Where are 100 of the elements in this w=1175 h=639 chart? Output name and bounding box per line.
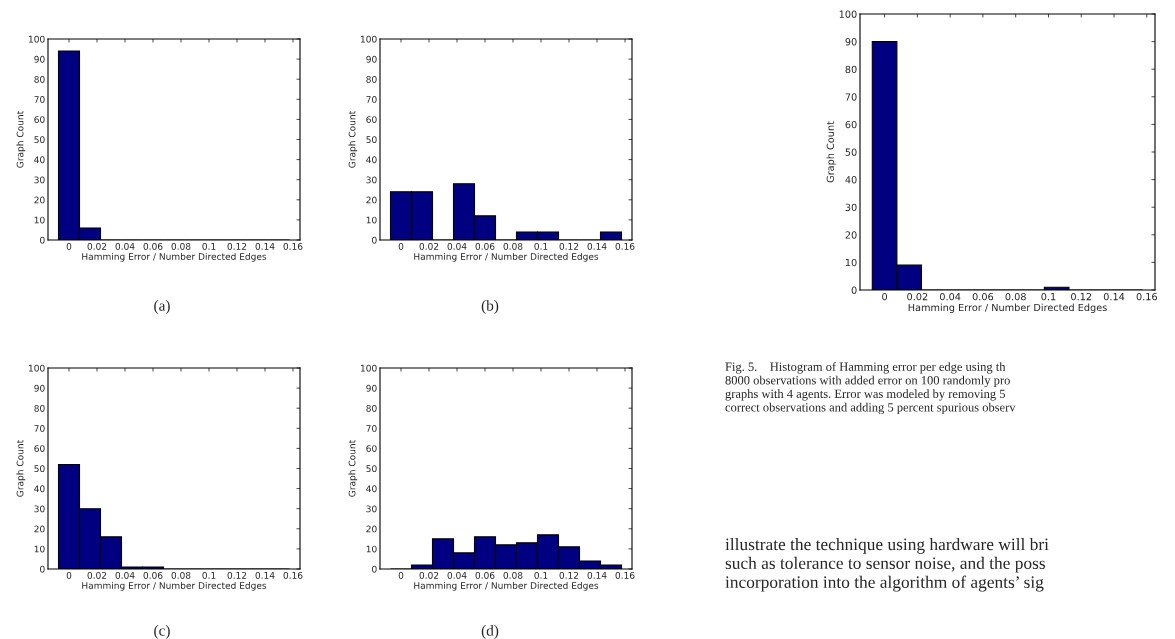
y-tick-label: 20 [366,196,377,204]
x-tick-label: 0.14 [255,571,275,579]
y-tick-label: 60 [366,116,377,123]
x-tick-label: 0.16 [615,571,635,579]
x-tick-label: 0.08 [503,242,523,250]
y-tick-label: 80 [34,404,45,412]
y-tick-label: 80 [845,65,857,74]
y-tick-label: 60 [845,120,857,129]
x-tick-label: 0.02 [419,242,439,250]
x-tick-label: 0.16 [283,242,303,250]
x-tick-label: 0.1 [534,242,548,250]
x-tick-label: 0.08 [1005,292,1026,301]
y-tick-label: 90 [366,55,377,63]
x-tick-label: 0.02 [419,571,439,579]
y-tick-label: 50 [34,465,45,473]
x-tick-label: 0.12 [227,571,247,579]
y-tick-label: 50 [34,136,45,144]
y-tick-label: 70 [366,425,377,432]
text: (c) [154,625,170,639]
y-tick-label: 40 [34,156,45,164]
x-tick-label: 0.06 [475,571,495,579]
y-tick-label: 70 [845,93,857,101]
x-tick-label: 0.14 [1103,292,1125,301]
y-tick-label: 10 [34,216,45,224]
y-tick-label: 100 [28,35,45,43]
x-tick-label: 0.1 [1041,292,1056,301]
y-tick-label: 30 [34,176,45,184]
y-tick-label: 100 [360,364,377,372]
x-tick-label: 0 [66,242,72,250]
y-tick-label: 20 [366,525,377,533]
x-tick-label: 0.14 [587,242,607,250]
y-tick-label: 0 [40,565,45,573]
y-tick-label: 100 [28,364,45,372]
x-tick-label: 0.12 [559,571,579,579]
x-tick-label: 0.08 [171,242,191,250]
x-tick-label: 0.1 [202,571,216,579]
x-tick-label: 0.06 [475,242,495,250]
text: (a) [154,300,170,314]
x-axis-title: Hamming Error / Number Directed Edges [414,252,599,262]
text: illustrate the technique using hardware will bri such as tolerance to sensor noise, and the poss incorporation into the algorithm of agents’ sig [725,538,1049,592]
y-tick-label: 90 [845,38,857,46]
y-tick-label: 60 [34,445,45,452]
y-tick-label: 0 [40,236,45,244]
x-tick-label: 0.14 [587,571,607,579]
y-tick-label: 10 [845,258,857,267]
x-tick-label: 0.14 [255,242,275,250]
x-axis-title: Hamming Error / Number Directed Edges [908,303,1107,313]
x-tick-label: 0.12 [227,242,247,250]
y-tick-label: 40 [34,485,45,493]
caption: Fig. 5. Histogram of Hamming error per edge using th 8000 observations with added error on 100 randomly pro graphs with 4 agents. Error was modeled by removing 5 correct observations and adding 5 percent spurious observ [725,362,1016,415]
y-tick-label: 30 [366,176,377,184]
y-tick-label: 30 [366,505,377,513]
y-tick-label: 60 [366,445,377,452]
x-tick-label: 0 [398,242,404,250]
y-tick-label: 80 [366,75,377,83]
y-tick-label: 20 [845,231,857,239]
y-tick-label: 0 [851,286,857,294]
y-tick-label: 100 [360,35,377,43]
x-tick-label: 0.06 [143,571,163,579]
y-tick-label: 20 [34,196,45,204]
x-tick-label: 0.06 [972,292,994,301]
y-axis-title: Graph Count [16,440,26,497]
y-axis-title: Graph Count [348,440,358,497]
y-tick-label: 0 [372,236,377,244]
x-axis-title: Hamming Error / Number Directed Edges [82,252,267,262]
y-tick-label: 50 [366,465,377,473]
x-tick-label: 0.1 [534,571,548,579]
x-tick-label: 0.08 [171,571,191,579]
x-axis-title: Hamming Error / Number Directed Edges [82,581,267,591]
x-tick-label: 0 [398,571,404,579]
x-tick-label: 0.06 [143,242,163,250]
x-tick-label: 0.04 [447,242,467,250]
y-axis-title: Graph Count [16,111,26,168]
x-tick-label: 0.02 [907,292,928,301]
y-tick-label: 70 [34,425,45,432]
y-tick-label: 50 [366,136,377,144]
x-tick-label: 0.12 [559,242,579,250]
y-tick-label: 40 [366,156,377,164]
x-axis-title: Hamming Error / Number Directed Edges [414,581,599,591]
y-tick-label: 0 [372,565,377,573]
x-tick-label: 0.16 [1136,292,1158,301]
y-tick-label: 50 [845,148,857,156]
x-tick-label: 0.04 [447,571,467,579]
y-tick-label: 100 [839,10,857,18]
x-tick-label: 0.16 [615,242,635,250]
x-tick-label: 0 [66,571,72,579]
x-tick-label: 0.16 [283,571,303,579]
y-tick-label: 30 [845,203,857,212]
y-tick-label: 90 [34,55,45,63]
y-tick-label: 40 [366,485,377,493]
y-tick-label: 30 [34,505,45,513]
x-tick-label: 0.02 [87,242,107,250]
y-tick-label: 10 [34,545,45,553]
y-tick-label: 70 [366,96,377,103]
y-tick-label: 70 [34,96,45,103]
x-tick-label: 0.08 [503,571,523,579]
y-tick-label: 80 [366,404,377,412]
y-tick-label: 80 [34,75,45,83]
y-axis-title: Graph Count [826,121,836,183]
x-tick-label: 0.02 [87,571,107,579]
